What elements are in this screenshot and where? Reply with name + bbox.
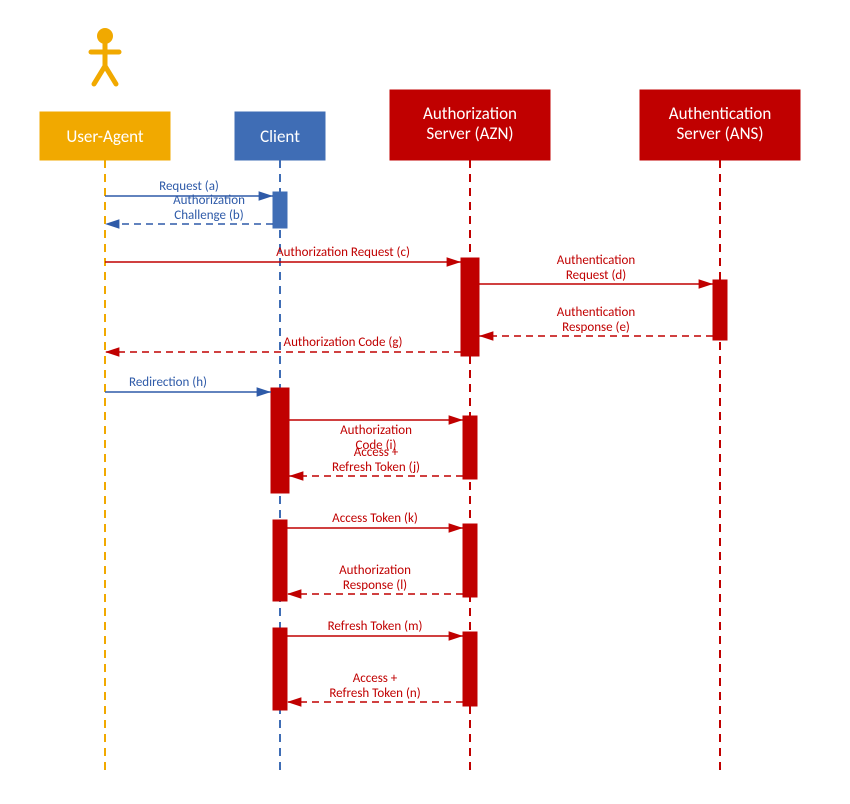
message-label-1: AuthorizationChallenge (b) bbox=[173, 193, 245, 223]
activation-client-7 bbox=[273, 628, 287, 710]
message-label-2: Authorization Request (c) bbox=[276, 245, 410, 260]
activation-client-5 bbox=[273, 520, 287, 601]
activation-client-3 bbox=[271, 388, 289, 493]
message-label-6: Redirection (h) bbox=[129, 375, 207, 390]
message-label-3: AuthenticationRequest (d) bbox=[557, 253, 636, 283]
activation-ans-2 bbox=[713, 280, 727, 340]
message-label-4: AuthenticationResponse (e) bbox=[557, 305, 636, 335]
sequence-diagram: User-Agent Client AuthorizationServer (AZN… bbox=[0, 0, 850, 804]
message-label-5: Authorization Code (g) bbox=[284, 335, 403, 350]
message-label-11: Refresh Token (m) bbox=[328, 619, 423, 634]
message-label-0: Request (a) bbox=[159, 179, 219, 194]
activation-client-0 bbox=[273, 192, 287, 228]
message-label-9: Access Token (k) bbox=[332, 511, 418, 526]
participant-label-azn: AuthorizationServer (AZN) bbox=[423, 103, 517, 144]
message-label-10: AuthorizationResponse (l) bbox=[339, 563, 411, 593]
stickman-icon bbox=[91, 28, 119, 84]
message-label-12: Access +Refresh Token (n) bbox=[329, 671, 420, 701]
participant-label-ans: AuthenticationServer (ANS) bbox=[669, 103, 772, 144]
activation-azn-4 bbox=[463, 416, 477, 479]
participant-label-client: Client bbox=[260, 126, 300, 147]
activation-azn-8 bbox=[463, 632, 477, 706]
message-label-8: Access +Refresh Token (j) bbox=[332, 445, 420, 475]
activation-azn-6 bbox=[463, 524, 477, 597]
participant-label-userAgent: User-Agent bbox=[66, 126, 144, 147]
activation-azn-1 bbox=[461, 258, 479, 356]
